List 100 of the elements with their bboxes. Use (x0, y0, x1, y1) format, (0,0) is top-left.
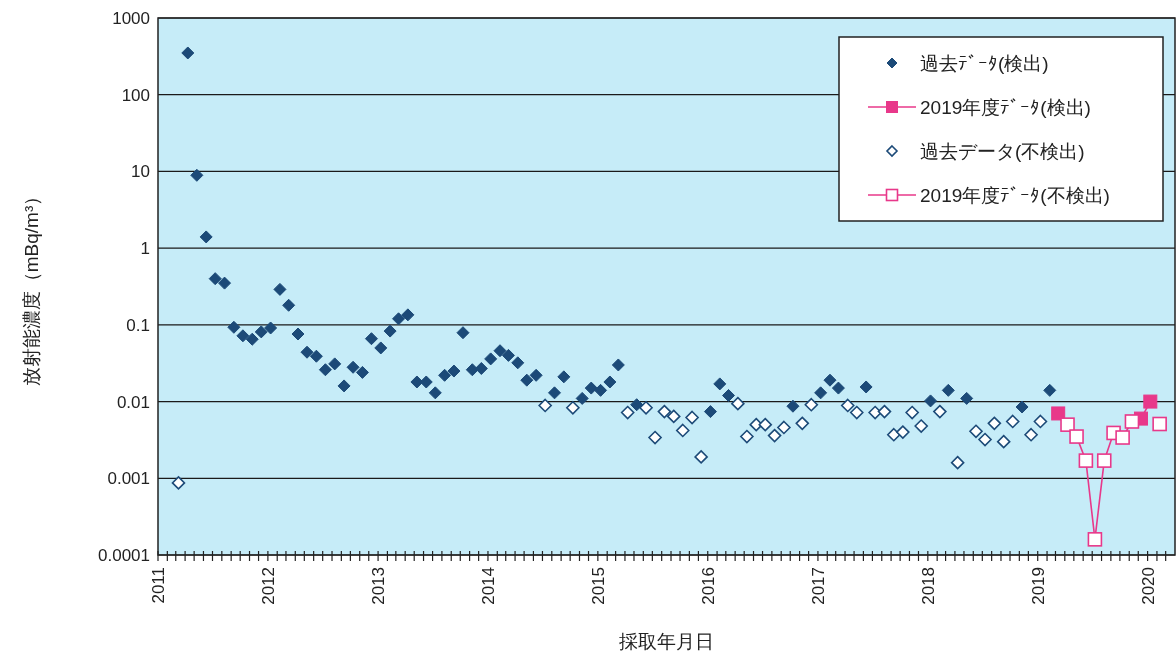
point (300, 345, 314, 359)
point (346, 360, 360, 374)
point (264, 321, 278, 335)
point (896, 425, 910, 439)
point (657, 404, 672, 419)
point (914, 419, 928, 433)
point (273, 282, 287, 296)
point (428, 386, 442, 400)
point (1043, 383, 1057, 397)
point (1143, 394, 1158, 409)
y-axis-title: 放射能濃度（mBq/m³） (21, 186, 42, 387)
point (630, 398, 644, 412)
point (171, 476, 186, 490)
point (905, 405, 919, 420)
point (950, 455, 965, 470)
point (484, 352, 498, 366)
y-tick-label: 0.001 (107, 469, 150, 489)
point (1078, 453, 1094, 468)
point (1087, 532, 1103, 547)
point (804, 397, 819, 412)
point (823, 373, 837, 387)
point (374, 341, 388, 355)
point (831, 381, 845, 395)
point (1051, 406, 1066, 421)
point (713, 377, 727, 391)
point (291, 327, 305, 341)
point (1152, 416, 1167, 432)
point (190, 168, 204, 182)
point (594, 383, 608, 397)
point (1005, 414, 1020, 429)
point (933, 404, 947, 419)
x-tick-label: 2014 (478, 567, 498, 605)
point (575, 391, 589, 405)
x-tick-label: 2011 (149, 567, 168, 604)
point (227, 320, 241, 334)
point (924, 394, 938, 408)
y-tick-label: 0.01 (116, 392, 150, 412)
y-tick-label: 0.0001 (98, 546, 150, 565)
point (639, 400, 653, 415)
point (410, 375, 424, 389)
point (620, 405, 635, 420)
point (520, 373, 534, 387)
point (456, 326, 470, 340)
x-tick-label: 2018 (918, 567, 938, 605)
point (355, 365, 369, 379)
point (648, 430, 662, 445)
point (199, 230, 213, 244)
point (501, 348, 515, 362)
point (529, 368, 543, 382)
point (548, 386, 561, 400)
point (1033, 414, 1048, 429)
point (978, 432, 992, 447)
point (969, 424, 983, 439)
point (447, 364, 461, 378)
y-tick-label: 100 (121, 85, 150, 105)
x-tick-label: 2013 (369, 567, 389, 605)
point (208, 272, 222, 286)
point (392, 312, 406, 326)
point (511, 356, 525, 370)
point (419, 375, 433, 389)
legend-label: 過去データ(不検出) (920, 141, 1085, 162)
point (877, 404, 892, 419)
x-tick-label: 2012 (258, 567, 278, 605)
point (849, 405, 864, 420)
point (282, 298, 296, 312)
point (1060, 417, 1075, 432)
point (694, 450, 708, 464)
point (328, 357, 342, 371)
point (996, 434, 1011, 449)
point (218, 276, 232, 290)
point (383, 324, 397, 338)
point (887, 427, 901, 442)
point (337, 379, 351, 393)
point (703, 405, 717, 419)
point (675, 423, 690, 438)
legend-label: 2019年度ﾃﾞｰﾀ(検出) (920, 97, 1091, 118)
point (1115, 430, 1130, 445)
point (786, 399, 800, 413)
y-tick-label: 0.1 (126, 315, 150, 335)
point (566, 400, 580, 415)
point (401, 308, 415, 322)
x-tick-label: 2016 (698, 567, 718, 605)
point (685, 410, 699, 425)
point (767, 428, 782, 443)
point (364, 332, 378, 346)
point (941, 383, 955, 397)
point (758, 417, 773, 432)
point (236, 329, 250, 343)
legend-label: 過去ﾃﾞｰﾀ(検出) (920, 53, 1049, 74)
point (1096, 453, 1112, 468)
point (1124, 414, 1140, 429)
x-tick-label: 2015 (588, 567, 608, 605)
point (181, 46, 195, 60)
point (1015, 400, 1029, 414)
point (960, 391, 974, 405)
y-tick-label: 1 (140, 239, 150, 259)
point (777, 420, 791, 435)
point (309, 349, 323, 363)
point (318, 363, 332, 377)
point (859, 380, 873, 394)
